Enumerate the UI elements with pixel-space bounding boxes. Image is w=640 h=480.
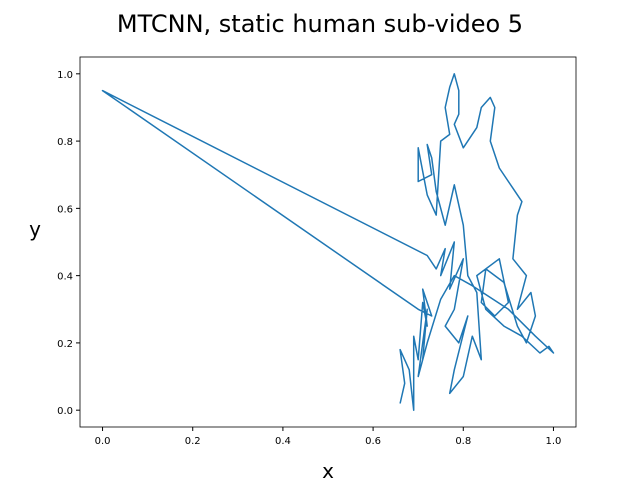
y-tick-label: 0.4 xyxy=(57,272,73,283)
y-tick-label: 0.8 xyxy=(57,137,73,148)
x-tick-label: 0.6 xyxy=(365,436,381,447)
y-tick-label: 1.0 xyxy=(57,70,73,81)
y-tick-label: 0.6 xyxy=(57,204,73,215)
y-tick-label: 0.0 xyxy=(57,406,73,417)
y-axis-label: y xyxy=(29,217,41,241)
data-line xyxy=(101,73,555,411)
y-tick-label: 0.2 xyxy=(57,339,73,350)
x-tick-label: 0.0 xyxy=(95,436,111,447)
x-axis-label: x xyxy=(322,459,334,480)
x-tick-label: 0.2 xyxy=(185,436,201,447)
plot-frame xyxy=(79,56,577,428)
chart-title: MTCNN, static human sub-video 5 xyxy=(117,10,523,38)
x-tick-label: 0.4 xyxy=(275,436,291,447)
x-tick-label: 1.0 xyxy=(546,436,562,447)
x-tick-label: 0.8 xyxy=(455,436,471,447)
